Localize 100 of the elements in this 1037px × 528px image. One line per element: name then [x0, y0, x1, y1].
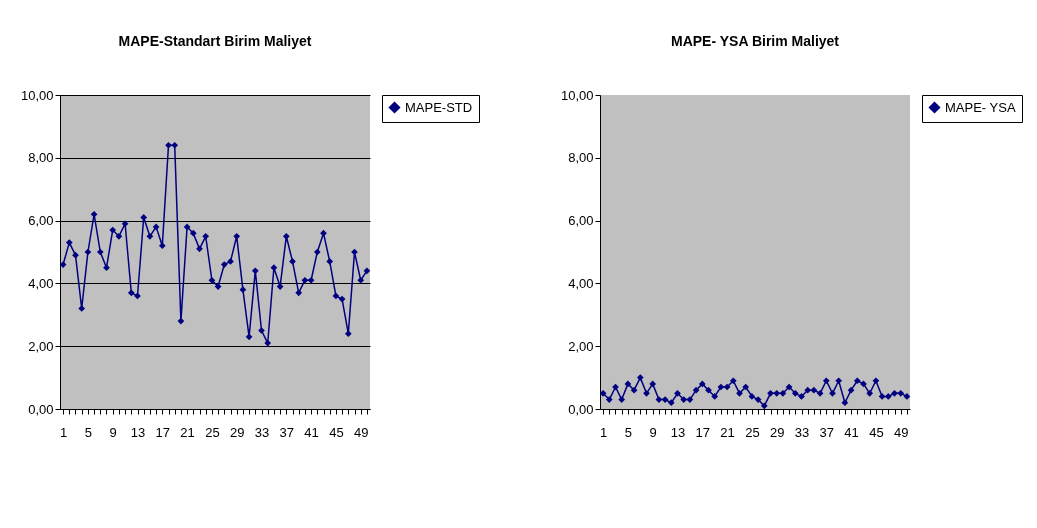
point — [96, 248, 104, 256]
point — [897, 389, 905, 397]
point — [90, 210, 98, 218]
chart-title: MAPE- YSA Birim Maliyet — [670, 33, 840, 49]
point — [692, 386, 700, 394]
x-tick-label: 33 — [254, 424, 270, 440]
point — [115, 232, 123, 240]
point — [767, 389, 774, 397]
point — [177, 317, 185, 325]
point — [798, 393, 805, 400]
point — [835, 377, 843, 385]
x-tick-label: 17 — [155, 424, 171, 440]
point — [729, 377, 737, 385]
point — [779, 389, 787, 397]
point — [326, 258, 334, 265]
point — [183, 223, 191, 231]
point — [171, 141, 179, 149]
point — [152, 223, 160, 231]
point — [717, 383, 725, 391]
point — [599, 389, 607, 397]
point — [785, 383, 793, 391]
point — [202, 232, 210, 240]
point — [264, 339, 272, 347]
point — [872, 377, 880, 385]
point — [239, 286, 247, 294]
point — [754, 396, 762, 403]
y-tick-label: 0,00 — [28, 401, 54, 417]
point — [847, 386, 855, 394]
point — [65, 239, 73, 246]
point — [103, 264, 110, 272]
point — [853, 377, 861, 385]
x-tick-label: 13 — [670, 424, 686, 440]
point — [127, 289, 135, 297]
point — [680, 396, 688, 403]
point — [332, 292, 340, 300]
point — [698, 380, 706, 388]
point — [338, 295, 346, 303]
point — [84, 248, 92, 256]
x-tick-label: 29 — [229, 424, 245, 440]
point — [674, 389, 681, 397]
y-tick-label: 6,00 — [568, 213, 594, 229]
y-tick-label: 8,00 — [28, 150, 54, 166]
point — [649, 380, 657, 388]
point — [643, 389, 650, 397]
legend-label: MAPE- YSA — [945, 99, 1016, 115]
x-tick-label: 5 — [624, 424, 633, 440]
y-tick-label: 10,00 — [20, 87, 54, 103]
x-tick-label: 21 — [180, 424, 195, 440]
x-tick-label: 1 — [599, 424, 608, 440]
point — [841, 399, 849, 407]
x-tick-label: 17 — [695, 424, 711, 440]
x-tick-label: 49 — [893, 424, 909, 440]
point — [140, 214, 148, 221]
point — [816, 389, 824, 397]
point — [829, 389, 836, 397]
point — [804, 386, 812, 394]
y-tick-label: 6,00 — [28, 213, 54, 229]
point — [773, 389, 781, 397]
point — [78, 305, 86, 312]
y-tick-label: 4,00 — [568, 275, 594, 291]
point — [667, 399, 675, 407]
point — [245, 333, 253, 341]
point — [891, 389, 898, 397]
point — [146, 232, 154, 240]
x-tick-label: 13 — [130, 424, 146, 440]
y-tick-label: 2,00 — [28, 338, 54, 354]
point — [822, 377, 830, 385]
point — [655, 396, 663, 403]
x-tick-label: 29 — [769, 424, 785, 440]
point — [121, 220, 129, 228]
point — [624, 380, 632, 388]
point — [258, 327, 265, 334]
point — [233, 232, 241, 240]
x-tick-label: 9 — [109, 424, 117, 440]
x-tick-label: 41 — [844, 424, 859, 440]
point — [307, 276, 315, 284]
point — [605, 396, 613, 403]
y-tick-label: 4,00 — [28, 275, 54, 291]
chart-title: MAPE-Standart Birim Maliyet — [118, 33, 312, 49]
point — [289, 258, 296, 265]
x-tick-label: 49 — [353, 424, 369, 440]
y-tick-label: 10,00 — [560, 87, 594, 103]
y-tick-label: 0,00 — [568, 401, 594, 417]
x-tick-label: 41 — [304, 424, 319, 440]
point — [301, 276, 309, 284]
point — [748, 393, 756, 400]
point — [363, 267, 371, 275]
point — [705, 386, 712, 394]
x-tick-label: 25 — [745, 424, 760, 440]
y-tick-label: 8,00 — [568, 150, 594, 166]
point — [686, 396, 694, 403]
point — [59, 261, 67, 268]
point — [742, 383, 750, 391]
point — [866, 389, 874, 397]
x-tick-label: 45 — [329, 424, 344, 440]
point — [251, 267, 259, 275]
point — [810, 386, 818, 394]
x-tick-label: 45 — [869, 424, 884, 440]
point — [357, 276, 365, 284]
legend-label: MAPE-STD — [405, 99, 473, 115]
